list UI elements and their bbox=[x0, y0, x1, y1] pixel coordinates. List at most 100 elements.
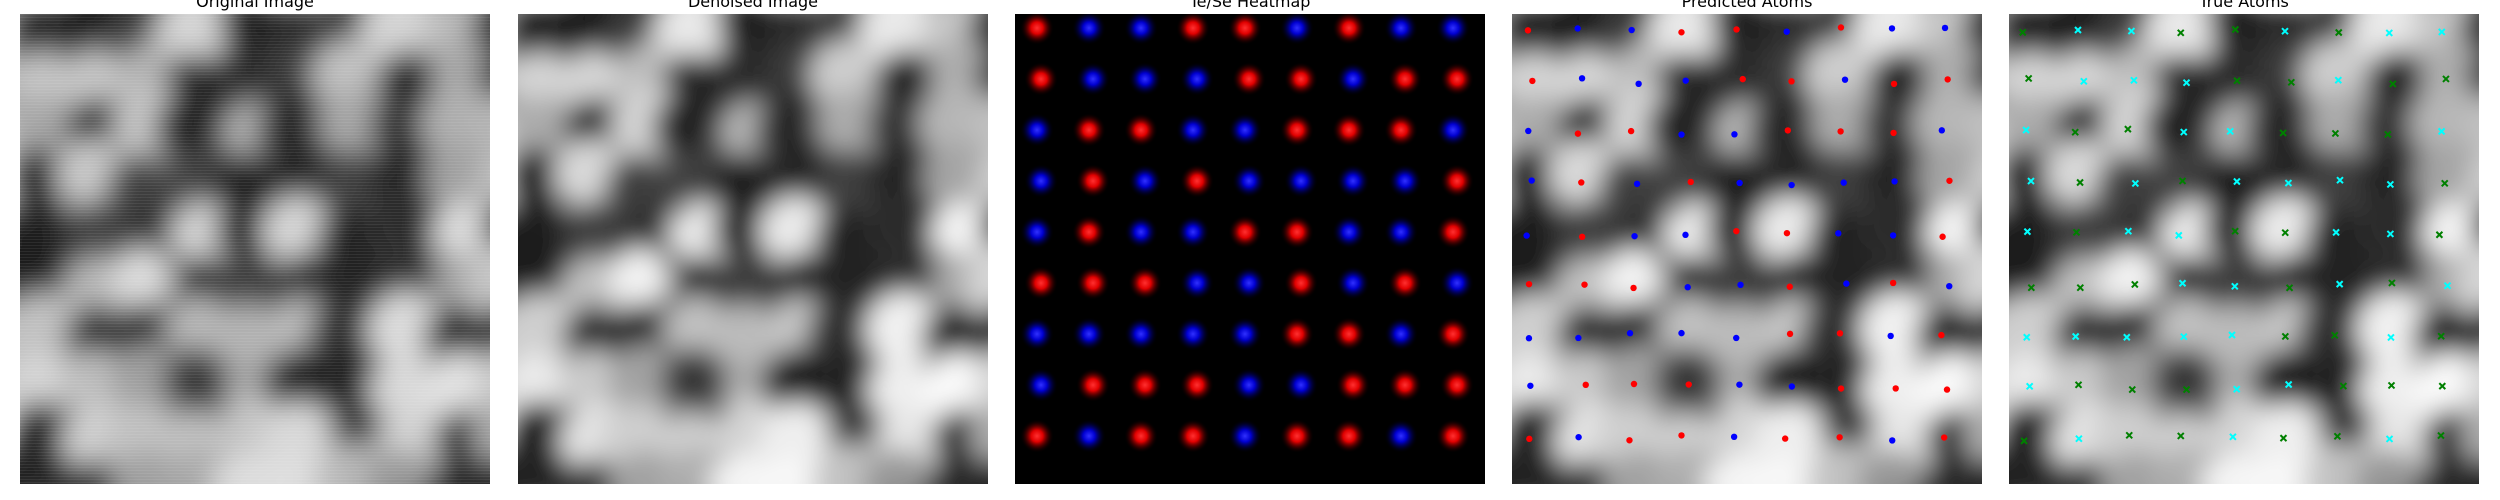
te-heat-spot bbox=[1388, 62, 1422, 96]
true-atom-cyan bbox=[2437, 127, 2446, 136]
te-heat-spot bbox=[1176, 14, 1210, 45]
se-heat-spot bbox=[1384, 14, 1418, 45]
predicted-se-atom bbox=[1783, 28, 1790, 35]
predicted-se-atom bbox=[1840, 179, 1847, 186]
true-atom-cyan bbox=[2123, 333, 2131, 341]
true-atoms-image bbox=[2009, 14, 2479, 484]
predicted-se-atom bbox=[1684, 284, 1691, 291]
te-heat-spot bbox=[1440, 62, 1474, 96]
se-heat-spot bbox=[1440, 266, 1474, 300]
te-heat-spot bbox=[1436, 317, 1470, 351]
denoised-image bbox=[518, 14, 988, 484]
predicted-se-atom bbox=[1835, 230, 1842, 237]
true-atom-green bbox=[2335, 28, 2343, 37]
te-heat-spot bbox=[1180, 368, 1214, 402]
te-heat-spot bbox=[1440, 368, 1474, 402]
se-heat-spot bbox=[1336, 164, 1370, 198]
true-atom-cyan bbox=[2022, 126, 2030, 134]
predicted-te-atom bbox=[1627, 127, 1635, 135]
se-heat-spot bbox=[1232, 266, 1266, 300]
se-heat-spot bbox=[1020, 317, 1054, 351]
predicted-se-atom bbox=[1888, 25, 1896, 32]
predicted-te-atom bbox=[1784, 127, 1792, 134]
predicted-te-atom bbox=[1525, 280, 1533, 288]
predicted-te-atom bbox=[1892, 385, 1899, 392]
predicted-te-atom bbox=[1687, 178, 1694, 186]
predicted-se-atom bbox=[1523, 232, 1530, 239]
te-heat-spot bbox=[1228, 215, 1262, 249]
predicted-se-atom bbox=[1737, 281, 1744, 289]
te-heat-spot bbox=[1128, 368, 1162, 402]
te-heat-spot bbox=[1024, 266, 1058, 300]
true-atom-green bbox=[2076, 283, 2085, 292]
predicted-te-atom bbox=[1943, 386, 1951, 393]
te-se-heatmap bbox=[1015, 14, 1485, 484]
panel-heatmap: Te/Se Heatmap bbox=[1015, 0, 1485, 486]
true-atom-green bbox=[2388, 279, 2396, 287]
te-heat-spot bbox=[1280, 215, 1314, 249]
predicted-se-atom bbox=[1887, 332, 1894, 340]
predicted-te-atom bbox=[1890, 129, 1897, 137]
te-heat-spot bbox=[1076, 266, 1110, 300]
true-atom-cyan bbox=[2124, 227, 2133, 235]
true-atom-green bbox=[2231, 25, 2240, 34]
predicted-se-atom bbox=[1528, 177, 1535, 184]
true-atom-green bbox=[2177, 29, 2185, 37]
predicted-se-atom bbox=[1889, 437, 1896, 444]
te-heat-spot bbox=[1128, 266, 1162, 300]
te-heat-spot bbox=[1176, 419, 1210, 453]
te-heat-spot bbox=[1020, 14, 1054, 45]
predicted-se-atom bbox=[1843, 280, 1850, 287]
predicted-se-atom bbox=[1574, 25, 1581, 32]
te-heat-spot bbox=[1280, 317, 1314, 351]
predicted-te-atom bbox=[1582, 381, 1589, 389]
se-heat-spot bbox=[1384, 419, 1418, 453]
true-atom-green bbox=[2442, 75, 2450, 83]
predicted-te-atom bbox=[1788, 78, 1795, 85]
true-atom-cyan bbox=[2178, 279, 2187, 287]
panel-title-predicted: Predicted Atoms bbox=[1681, 0, 1813, 11]
true-atom-green bbox=[2437, 332, 2445, 340]
true-atom-cyan bbox=[2080, 77, 2088, 86]
se-heat-spot bbox=[1124, 215, 1158, 249]
se-heat-spot bbox=[1284, 164, 1318, 198]
predicted-te-atom bbox=[1733, 26, 1740, 33]
true-atom-green bbox=[2125, 431, 2133, 440]
te-heat-spot bbox=[1284, 62, 1318, 96]
te-heat-spot bbox=[1180, 164, 1214, 198]
predicted-se-atom bbox=[1575, 334, 1582, 342]
true-atom-green bbox=[2128, 385, 2136, 394]
predicted-te-atom bbox=[1946, 177, 1953, 184]
panel-true: True Atoms bbox=[2009, 0, 2479, 486]
true-atom-cyan bbox=[2385, 435, 2394, 443]
te-heat-spot bbox=[1072, 215, 1106, 249]
se-heat-spot bbox=[1128, 62, 1162, 96]
se-heat-spot bbox=[1020, 113, 1054, 147]
se-heat-spot bbox=[1384, 317, 1418, 351]
te-heat-spot bbox=[1024, 62, 1058, 96]
predicted-te-atom bbox=[1786, 283, 1793, 290]
original-image bbox=[20, 14, 490, 484]
se-heat-spot bbox=[1228, 317, 1262, 351]
true-atom-green bbox=[2177, 432, 2185, 440]
predicted-se-atom bbox=[1682, 231, 1689, 239]
true-atom-cyan bbox=[2175, 231, 2183, 240]
true-atom-green bbox=[2387, 381, 2396, 390]
predicted-te-atom bbox=[1578, 179, 1585, 186]
panel-title-original: Original Image bbox=[196, 0, 314, 11]
true-atom-green bbox=[2131, 280, 2139, 289]
true-atom-cyan bbox=[2027, 177, 2035, 185]
true-atom-green bbox=[2231, 227, 2239, 235]
true-atom-green bbox=[2233, 76, 2241, 85]
predicted-te-atom bbox=[1526, 435, 1533, 443]
predicted-te-atom bbox=[1678, 432, 1685, 439]
true-atom-cyan bbox=[2025, 382, 2034, 391]
true-atom-green bbox=[2435, 231, 2444, 239]
predicted-te-atom bbox=[1626, 437, 1633, 444]
predicted-te-atom bbox=[1685, 381, 1692, 388]
true-atom-green bbox=[2285, 284, 2294, 292]
se-heat-spot bbox=[1072, 14, 1106, 45]
true-atom-cyan bbox=[2131, 179, 2140, 188]
te-heat-spot bbox=[1440, 164, 1474, 198]
true-atom-green bbox=[2389, 80, 2397, 88]
